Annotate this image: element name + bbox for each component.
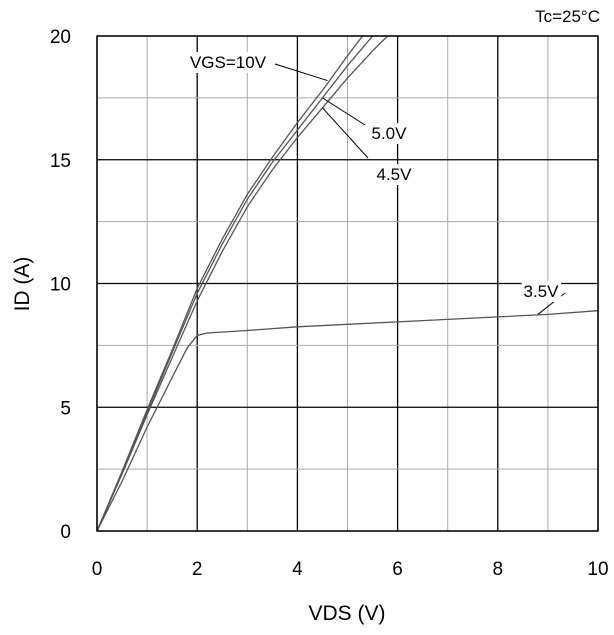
annotation-label-bg [369,123,410,144]
curves [97,36,598,531]
annotations: VGS=10V 5.0V 4.5V 3.5V [190,53,559,301]
y-tick-labels: 0 5 10 15 20 [50,27,71,543]
x-axis-label: VDS (V) [308,602,385,625]
y-axis-label: ID (A) [11,257,34,312]
x-tick-label: 10 [587,559,608,580]
annotation-label-4-5v: 4.5V [377,165,413,184]
y-tick-label: 10 [50,275,71,296]
annotation-label-5-0v: 5.0V [372,124,408,143]
annotation-label-bg [187,52,269,73]
annotation-label-3-5v: 3.5V [524,282,560,301]
annotation-label-bg [521,281,562,302]
x-tick-labels: 0 2 4 6 8 10 [92,559,609,580]
y-tick-label: 15 [50,151,71,172]
series-line-vgs-10v [97,36,364,531]
x-tick-label: 4 [292,559,303,580]
series-line-3-5v [97,310,598,531]
plot-frame [96,35,599,532]
condition-label: Tc=25°C [535,7,600,26]
condition-label-bg [532,6,603,27]
y-tick-label: 20 [50,27,71,48]
x-tick-label: 2 [192,559,203,580]
series-line-5-0v [97,36,374,531]
x-tick-label: 0 [92,559,103,580]
y-tick-label: 5 [60,398,71,419]
series-line-4-5v [97,36,389,531]
x-tick-label: 8 [493,559,504,580]
annotation-label-bg [374,164,415,185]
annotation-leader-5-0v [322,97,366,126]
annotation-leader-4-5v [322,107,369,159]
x-tick-label: 6 [392,559,403,580]
annotation-label-vgs-10v: VGS=10V [190,53,267,72]
y-tick-label: 0 [60,522,71,543]
label-backgrounds [187,6,603,302]
annotation-leaders [274,63,566,315]
annotation-leader-vgs-10v [274,63,328,82]
